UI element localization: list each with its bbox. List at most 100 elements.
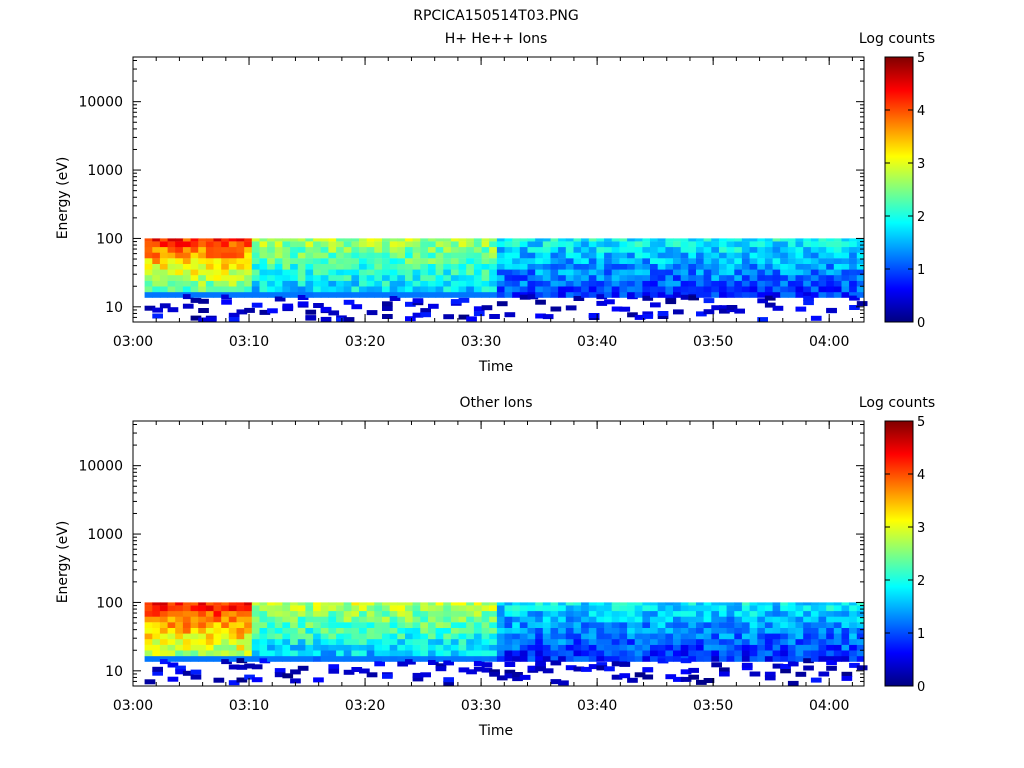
heatmap-cell <box>772 269 781 276</box>
heatmap-cell <box>251 238 260 242</box>
heatmap-cell <box>573 252 582 259</box>
heatmap-cell <box>144 241 153 248</box>
heatmap-cell <box>803 238 812 242</box>
heatmap-cell <box>397 258 406 264</box>
panel-title: Other Ions <box>459 395 532 411</box>
heatmap-cell <box>719 238 728 242</box>
heatmap-cell <box>496 650 506 657</box>
heatmap-cell <box>397 650 406 657</box>
colorbar <box>884 420 914 687</box>
heatmap-cell <box>703 639 712 645</box>
heatmap-cell <box>719 610 728 617</box>
heatmap-cell <box>818 602 827 606</box>
heatmap-cell <box>397 605 406 612</box>
heatmap-cell <box>604 666 615 672</box>
heatmap-cell <box>535 252 544 259</box>
heatmap-cell <box>259 275 268 281</box>
heatmap-cell <box>703 610 712 617</box>
heatmap-cell <box>833 605 842 612</box>
y-tick-label: 100 <box>96 231 123 247</box>
heatmap-cell <box>596 241 605 248</box>
heatmap-cell <box>512 622 521 628</box>
heatmap-cell <box>336 291 345 298</box>
heatmap-cell <box>152 246 161 253</box>
heatmap-cell <box>619 291 628 298</box>
heatmap-cell <box>458 280 467 287</box>
heatmap-cell <box>412 644 421 651</box>
heatmap-cell <box>849 291 858 298</box>
heatmap-cell <box>336 627 345 634</box>
heatmap-cell <box>313 639 322 645</box>
heatmap-cell <box>236 605 245 612</box>
heatmap-cell <box>573 644 582 651</box>
heatmap-cell <box>535 269 544 276</box>
heatmap-cell <box>259 616 268 623</box>
panel-h-ions: H+ He++ Ions 03:00 03:10 03:20 03:30 03:… <box>55 31 935 375</box>
heatmap-cell <box>787 291 797 298</box>
heatmap-cell <box>856 301 868 307</box>
heatmap-cell <box>259 633 268 640</box>
heatmap-cell <box>642 622 651 628</box>
heatmap-cell <box>841 602 850 606</box>
heatmap-cell <box>634 269 643 276</box>
heatmap-cell <box>382 627 391 634</box>
heatmap-cell <box>619 238 628 242</box>
heatmap-cell <box>604 655 613 662</box>
heatmap-cell <box>619 286 628 293</box>
heatmap-cell <box>213 650 222 657</box>
heatmap-cell <box>650 280 659 287</box>
heatmap-cell <box>343 263 352 270</box>
heatmap-cell <box>826 616 835 623</box>
heatmap-cell <box>696 605 705 612</box>
heatmap-cell <box>496 610 506 617</box>
heatmap-cell <box>244 238 253 242</box>
heatmap-cell <box>159 241 169 248</box>
heatmap-cell <box>144 639 153 645</box>
heatmap-cell <box>221 605 230 612</box>
heatmap-cell <box>611 674 623 680</box>
heatmap-cell <box>703 633 712 640</box>
heatmap-cell <box>581 291 590 298</box>
heatmap-cell <box>405 241 414 248</box>
heatmap-cell <box>290 252 299 259</box>
heatmap-cell <box>228 263 237 270</box>
heatmap-cell <box>604 299 615 305</box>
heatmap-cell <box>313 610 322 617</box>
heatmap-cell <box>604 622 613 628</box>
heatmap-cell <box>818 286 827 293</box>
heatmap-cell <box>542 622 551 628</box>
heatmap-cell <box>703 286 712 293</box>
heatmap-cell <box>290 246 299 253</box>
heatmap-cell <box>397 246 406 253</box>
heatmap-cell <box>489 238 498 242</box>
heatmap-cell <box>841 241 850 248</box>
heatmap-cell <box>535 286 544 293</box>
heatmap-cell <box>780 246 789 253</box>
heatmap-cell <box>205 602 215 606</box>
heatmap-cell <box>795 633 804 640</box>
heatmap-cell <box>366 639 375 645</box>
heatmap-cell <box>351 622 360 628</box>
heatmap-cell <box>443 633 452 640</box>
heatmap-cell <box>236 246 245 253</box>
heatmap-cell <box>810 677 822 683</box>
heatmap-cell <box>741 241 751 248</box>
heatmap-cell <box>535 258 544 264</box>
heatmap-cell <box>297 275 306 281</box>
heatmap-cell <box>244 263 253 270</box>
heatmap-cell <box>305 241 314 248</box>
heatmap-cell <box>803 605 812 612</box>
heatmap-cell <box>205 622 215 628</box>
heatmap-cell <box>627 246 636 253</box>
heatmap-cell <box>382 263 391 270</box>
heatmap-cell <box>527 269 536 276</box>
heatmap-cell <box>711 286 720 293</box>
heatmap-cell <box>642 275 651 281</box>
heatmap-cell <box>719 655 728 662</box>
heatmap-cell <box>267 650 276 657</box>
heatmap-cell <box>711 627 720 634</box>
heatmap-cell <box>711 241 720 248</box>
colorbar-ticks <box>885 420 913 687</box>
heatmap-cell <box>435 655 444 662</box>
heatmap-cell <box>420 263 429 270</box>
